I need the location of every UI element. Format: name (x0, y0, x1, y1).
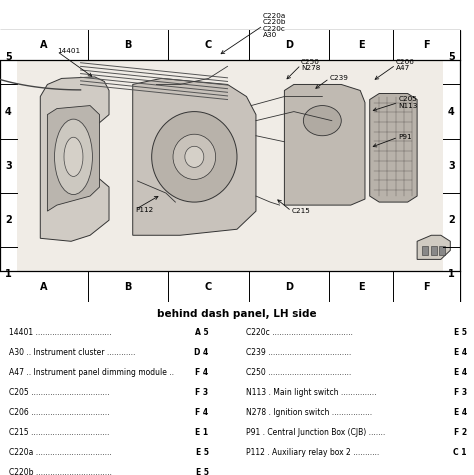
Polygon shape (133, 78, 256, 235)
Text: D: D (285, 40, 293, 50)
Text: C 1: C 1 (454, 448, 467, 457)
Text: P91: P91 (398, 134, 412, 140)
Text: C250
N278: C250 N278 (301, 58, 320, 71)
Ellipse shape (152, 112, 237, 202)
Text: F 4: F 4 (195, 369, 209, 377)
Bar (422, 246, 428, 255)
Text: 4: 4 (5, 106, 12, 116)
Text: behind dash panel, LH side: behind dash panel, LH side (157, 309, 317, 319)
Text: C205 .................................: C205 ................................. (9, 389, 110, 397)
Text: A47 .. Instrument panel dimming module ..: A47 .. Instrument panel dimming module .… (9, 369, 174, 377)
Polygon shape (40, 77, 109, 241)
Text: 3: 3 (5, 161, 12, 171)
Text: 14401 ................................: 14401 ................................ (9, 329, 112, 338)
Text: 3: 3 (448, 161, 455, 171)
Text: C239 ...................................: C239 ................................... (246, 349, 352, 357)
Bar (0, 30, 460, 60)
Text: C205
N113: C205 N113 (398, 96, 418, 109)
Text: A: A (40, 282, 47, 292)
Text: C206 .................................: C206 ................................. (9, 408, 110, 417)
Text: 5: 5 (5, 52, 12, 62)
Text: E: E (358, 40, 365, 50)
Text: P112: P112 (135, 207, 154, 213)
Text: N113 . Main light switch ...............: N113 . Main light switch ............... (246, 389, 377, 397)
Text: F 4: F 4 (195, 408, 209, 417)
Text: C215 .................................: C215 ................................. (9, 428, 110, 437)
Polygon shape (370, 94, 417, 202)
Text: E 5: E 5 (454, 329, 467, 338)
Bar (0, 272, 460, 302)
Text: C220c ..................................: C220c .................................. (246, 329, 353, 338)
Text: B: B (124, 40, 132, 50)
Text: C: C (205, 40, 212, 50)
Text: E 5: E 5 (196, 448, 209, 457)
Text: C220b ................................: C220b ................................ (9, 468, 112, 475)
Polygon shape (47, 105, 100, 211)
Polygon shape (284, 85, 365, 205)
Text: C215: C215 (292, 208, 310, 214)
Text: C220a ................................: C220a ................................ (9, 448, 112, 457)
Text: C206
A47: C206 A47 (396, 58, 415, 71)
Text: P91 . Central Junction Box (CJB) .......: P91 . Central Junction Box (CJB) ....... (246, 428, 386, 437)
Polygon shape (417, 235, 450, 259)
Text: C: C (205, 282, 212, 292)
Text: E 5: E 5 (196, 468, 209, 475)
Text: D 4: D 4 (194, 349, 209, 357)
Text: C220a
C220b
C220c
A30: C220a C220b C220c A30 (263, 13, 287, 38)
Text: 1: 1 (448, 269, 455, 279)
Text: 4: 4 (448, 106, 455, 116)
Text: 2: 2 (448, 215, 455, 225)
Text: A 5: A 5 (195, 329, 209, 338)
Text: 5: 5 (448, 52, 455, 62)
Text: E: E (358, 282, 365, 292)
Ellipse shape (303, 105, 341, 136)
Text: 2: 2 (5, 215, 12, 225)
Bar (439, 246, 445, 255)
Text: D: D (285, 282, 293, 292)
Text: E 1: E 1 (195, 428, 209, 437)
Text: B: B (124, 282, 132, 292)
Text: E 4: E 4 (454, 408, 467, 417)
Text: 14401: 14401 (57, 48, 80, 54)
Bar (17, 60, 443, 272)
Ellipse shape (173, 134, 216, 180)
Text: P112 . Auxiliary relay box 2 ...........: P112 . Auxiliary relay box 2 ........... (246, 448, 380, 457)
Text: F: F (423, 282, 430, 292)
Ellipse shape (55, 119, 92, 195)
Text: F 3: F 3 (195, 389, 209, 397)
Text: C250 ...................................: C250 ................................... (246, 369, 352, 377)
Text: F 2: F 2 (454, 428, 467, 437)
Ellipse shape (64, 137, 83, 176)
Text: F: F (423, 40, 430, 50)
Text: E 4: E 4 (454, 349, 467, 357)
Text: A: A (40, 40, 47, 50)
Text: 1: 1 (5, 269, 12, 279)
Text: A30 .. Instrument cluster ............: A30 .. Instrument cluster ............ (9, 349, 136, 357)
Text: N278 . Ignition switch .................: N278 . Ignition switch ................. (246, 408, 373, 417)
Bar (431, 246, 437, 255)
Text: E 4: E 4 (454, 369, 467, 377)
Ellipse shape (185, 146, 204, 167)
Text: F 3: F 3 (454, 389, 467, 397)
Text: C239: C239 (329, 76, 348, 81)
